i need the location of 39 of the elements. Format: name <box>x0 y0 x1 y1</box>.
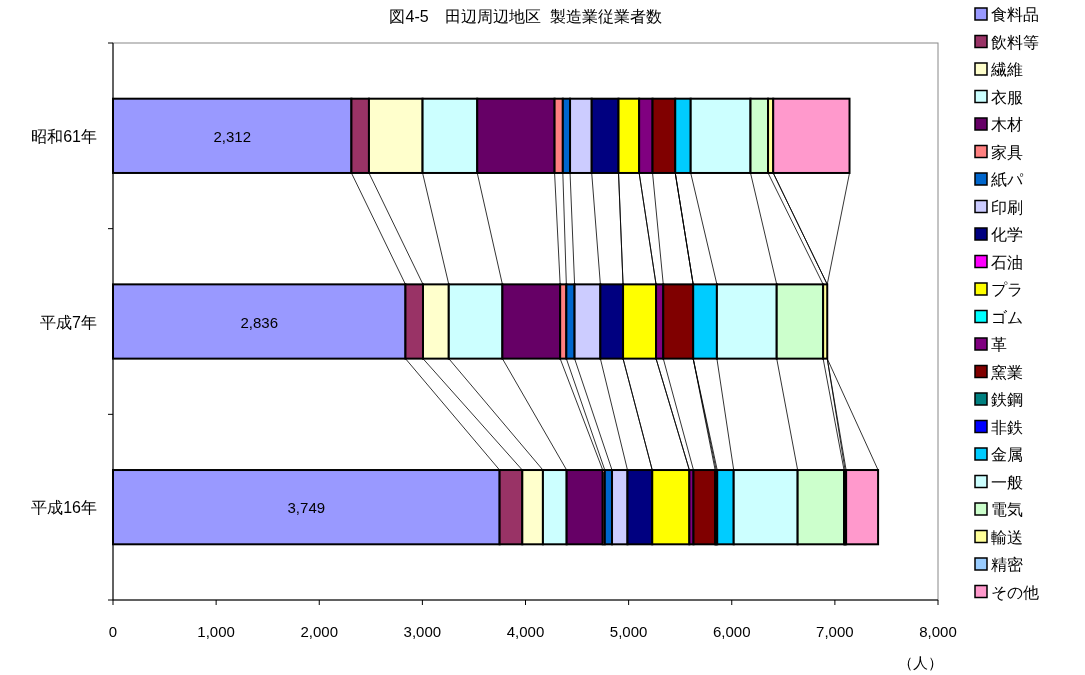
legend-label: 紙パ <box>991 171 1024 188</box>
y-tick-label: 昭和61年 <box>31 127 97 145</box>
legend-label: 革 <box>991 336 1007 353</box>
legend-label: 精密 <box>991 556 1023 573</box>
x-tick-label: 3,000 <box>403 623 442 640</box>
legend-label: 飲料等 <box>991 33 1039 51</box>
x-tick-label: 5,000 <box>609 623 648 640</box>
legend-label: 衣服 <box>991 88 1023 106</box>
legend-label: 輸送 <box>991 528 1023 546</box>
x-tick-label: 1,000 <box>197 623 235 640</box>
legend-label: 非鉄 <box>991 418 1023 436</box>
legend-label: 鉄鋼 <box>991 391 1023 408</box>
x-axis-title: （人） <box>897 654 943 671</box>
x-tick-label: 0 <box>108 623 118 640</box>
legend-label: 窯業 <box>991 363 1023 381</box>
legend-label: 木材 <box>991 116 1023 133</box>
x-tick-label: 4,000 <box>506 623 545 640</box>
x-tick-label: 7,000 <box>816 623 854 640</box>
legend-label: その他 <box>991 583 1039 601</box>
legend-label: 食料品 <box>991 6 1039 23</box>
x-tick-label: 2,000 <box>300 623 339 640</box>
legend-label: 印刷 <box>991 198 1023 216</box>
legend-label: 化学 <box>991 226 1023 243</box>
x-tick-label: 8,000 <box>919 623 957 640</box>
legend-label: 繊維 <box>990 61 1023 78</box>
legend-label: 家具 <box>991 143 1023 161</box>
chart-title: 図4-5 田辺周辺地区 製造業従業者数 <box>389 8 662 25</box>
data-label: 3,749 <box>287 499 326 517</box>
legend-label: 金属 <box>991 446 1023 463</box>
data-label: 2,836 <box>240 313 278 331</box>
data-label: 2,312 <box>213 127 251 145</box>
legend-label: ゴム <box>991 308 1023 326</box>
y-tick-label: 平成7年 <box>40 313 97 331</box>
legend-label: 一般 <box>991 473 1023 491</box>
legend-label: 石油 <box>991 253 1023 271</box>
x-tick-label: 6,000 <box>712 623 751 640</box>
y-tick-label: 平成16年 <box>31 499 97 517</box>
legend-label: プラ <box>991 281 1023 298</box>
legend-label: 電気 <box>991 501 1023 518</box>
